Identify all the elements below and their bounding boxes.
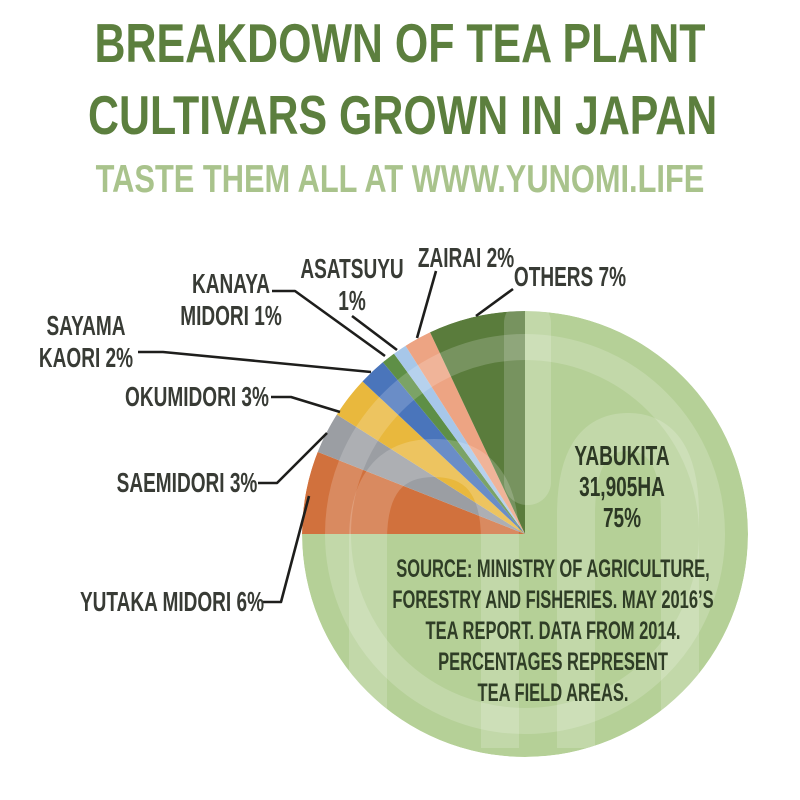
pie-slice-yutaka-midori [302,451,525,534]
pie-slice-others [430,311,525,534]
callout-zairai: ZAIRAI 2% [417,242,515,273]
callout-others: OTHERS 7% [513,261,627,292]
callout-sayama-kaori: SAYAMA KAORI 2% [38,310,134,373]
leader-lines [138,270,514,604]
page-title-line2: CULTIVARS GROWN IN JAPAN [88,84,718,146]
pie-slice-kanaya-midori [382,353,525,534]
leader-kanaya-midori [272,289,386,358]
page-subtitle: TASTE THEM ALL AT WWW.YUNOMI.LIFE [95,158,705,201]
pie-slices [302,311,748,757]
leader-asatsuyu [351,314,398,352]
pie-slice-zairai [405,332,525,534]
leader-okumidori [271,395,341,414]
pie-slice-sayama-kaori [362,362,525,534]
source-attribution: SOURCE: MINISTRY OF AGRICULTURE, FORESTR… [392,555,714,707]
callout-okumidori: OKUMIDORI 3% [125,381,269,412]
pie-slice-saemidori [317,414,525,534]
callout-yutaka-midori: YUTAKA MIDORI 6% [79,586,265,617]
page-title-line1: BREAKDOWN OF TEA PLANT [94,12,706,74]
leader-others [475,287,514,318]
yunomi-logo-watermark-icon [325,311,725,748]
leader-yutaka-midori [262,495,311,604]
pie-slice-asatsuyu [393,345,525,534]
leader-saemidori [258,432,328,485]
callout-asatsuyu: ASATSUYU 1% [300,253,404,316]
callout-kanaya-midori: KANAYA MIDORI 1% [180,268,282,331]
leader-zairai [415,270,438,339]
callout-saemidori: SAEMIDORI 3% [116,467,258,498]
pie-slice-okumidori [336,381,525,534]
leader-sayama-kaori [138,350,372,374]
yabukita-annotation: YABUKITA 31,905HA 75% [574,440,670,533]
